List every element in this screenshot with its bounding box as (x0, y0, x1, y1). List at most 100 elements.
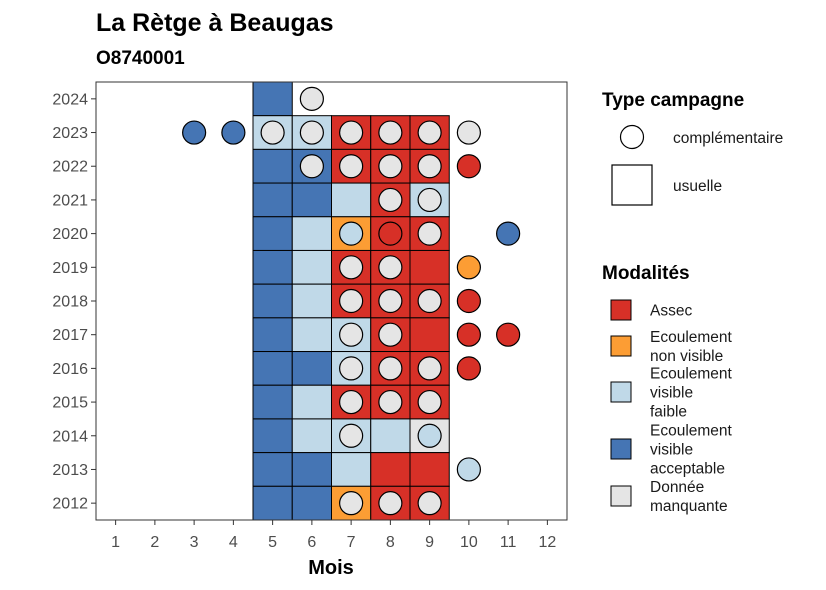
tile-2020-5 (252, 216, 293, 251)
x-tick-label-1: 1 (111, 534, 120, 551)
tile-2013-9 (409, 452, 450, 487)
point-2023-9 (417, 120, 442, 145)
x-tick-label-12: 12 (538, 534, 556, 551)
point-2019-8 (378, 255, 403, 280)
tile-2020-6 (291, 216, 332, 251)
tile-2017-5 (252, 317, 293, 353)
point-2012-7 (339, 491, 364, 516)
y-tick-label-2017: 2017 (52, 327, 88, 344)
point-2016-9 (417, 356, 442, 381)
point-2017-11 (496, 322, 521, 347)
point-2022-9 (417, 154, 442, 179)
legend-type-title: Type campagne (602, 90, 744, 111)
tile-2017-9 (409, 317, 450, 353)
tile-2012-6 (291, 485, 332, 521)
point-2020-8 (378, 221, 403, 246)
tile-2015-6 (291, 384, 332, 420)
point-2017-8 (378, 322, 403, 347)
y-tick-label-2020: 2020 (52, 226, 88, 243)
tile-2013-6 (291, 452, 332, 487)
x-tick-label-6: 6 (307, 534, 316, 551)
tile-2013-7 (331, 452, 372, 487)
point-2023-4 (221, 120, 246, 145)
point-2021-8 (378, 187, 403, 213)
tile-2016-5 (252, 351, 293, 386)
y-tick-label-2013: 2013 (52, 462, 88, 479)
point-2022-6 (299, 154, 324, 179)
legend-label-complementaire: complémentaire (673, 130, 783, 147)
tile-2021-5 (252, 182, 293, 218)
legend-key-usuelle (611, 164, 653, 206)
x-tick-label-10: 10 (460, 534, 478, 551)
tile-2015-5 (252, 384, 293, 420)
point-2018-10 (456, 288, 481, 314)
point-2023-7 (339, 120, 364, 145)
tile-2013-8 (370, 452, 411, 487)
y-tick-label-2018: 2018 (52, 294, 88, 311)
point-2016-10 (456, 356, 481, 381)
point-2022-10 (456, 154, 481, 179)
legend-label-assec: Assec (650, 303, 692, 320)
legend-label-nonvisible: Ecoulement non visible (650, 329, 733, 365)
x-tick-label-11: 11 (500, 534, 517, 551)
point-2022-8 (378, 154, 403, 179)
point-2021-9 (417, 187, 442, 213)
point-2012-9 (417, 491, 442, 516)
x-tick-label-8: 8 (386, 534, 395, 551)
tile-2016-6 (291, 351, 332, 386)
legend-key-nonvisible (610, 335, 632, 357)
point-2015-7 (339, 389, 364, 415)
point-2024-6 (299, 86, 324, 111)
point-2017-7 (339, 322, 364, 347)
point-2022-7 (339, 154, 364, 179)
y-tick-label-2016: 2016 (52, 361, 88, 378)
tile-2017-6 (291, 317, 332, 353)
point-2023-10 (456, 120, 481, 145)
y-tick-label-2015: 2015 (52, 395, 88, 412)
legend-key-manquante (610, 485, 632, 507)
point-2023-5 (260, 120, 285, 145)
tile-2019-6 (291, 249, 332, 285)
x-axis: 1 2 3 4 5 6 7 8 9 10 11 12 (111, 520, 556, 551)
point-2018-9 (417, 288, 442, 314)
point-2012-8 (378, 491, 403, 516)
tile-2014-8 (370, 418, 411, 454)
chart-subtitle: O8740001 (96, 48, 185, 69)
tile-2019-5 (252, 249, 293, 285)
y-tick-label-2023: 2023 (52, 125, 88, 142)
x-tick-label-7: 7 (347, 534, 356, 551)
point-2020-11 (496, 221, 521, 246)
point-2017-10 (456, 322, 481, 347)
tile-2018-6 (291, 283, 332, 319)
tile-2022-5 (252, 148, 293, 184)
point-2018-8 (378, 288, 403, 314)
tile-2012-5 (252, 485, 293, 521)
tile-2024-5 (252, 81, 293, 117)
legend-key-faible (610, 381, 632, 403)
point-2014-9 (417, 423, 442, 448)
y-tick-label-2014: 2014 (52, 428, 88, 445)
point-2016-8 (378, 356, 403, 381)
x-tick-label-5: 5 (268, 534, 277, 551)
tile-2013-5 (252, 452, 293, 487)
legend-label-usuelle: usuelle (673, 178, 722, 195)
tile-2014-6 (291, 418, 332, 454)
tile-2014-5 (252, 418, 293, 454)
point-2020-9 (417, 221, 442, 246)
point-2019-7 (339, 255, 364, 280)
point-2015-8 (378, 389, 403, 415)
point-2014-7 (339, 423, 364, 448)
y-tick-label-2021: 2021 (52, 192, 88, 209)
y-tick-label-2012: 2012 (52, 496, 88, 513)
x-tick-label-2: 2 (150, 534, 159, 551)
tile-2018-5 (252, 283, 293, 319)
y-tick-label-2019: 2019 (52, 260, 88, 277)
point-2019-10 (456, 255, 481, 280)
legend-key-complementaire (619, 124, 645, 150)
point-2020-7 (339, 221, 364, 246)
tile-2021-6 (291, 182, 332, 218)
complementaire-points (182, 86, 521, 516)
legend-type-campagne: Type campagne complémentaire usuelle (602, 90, 783, 206)
